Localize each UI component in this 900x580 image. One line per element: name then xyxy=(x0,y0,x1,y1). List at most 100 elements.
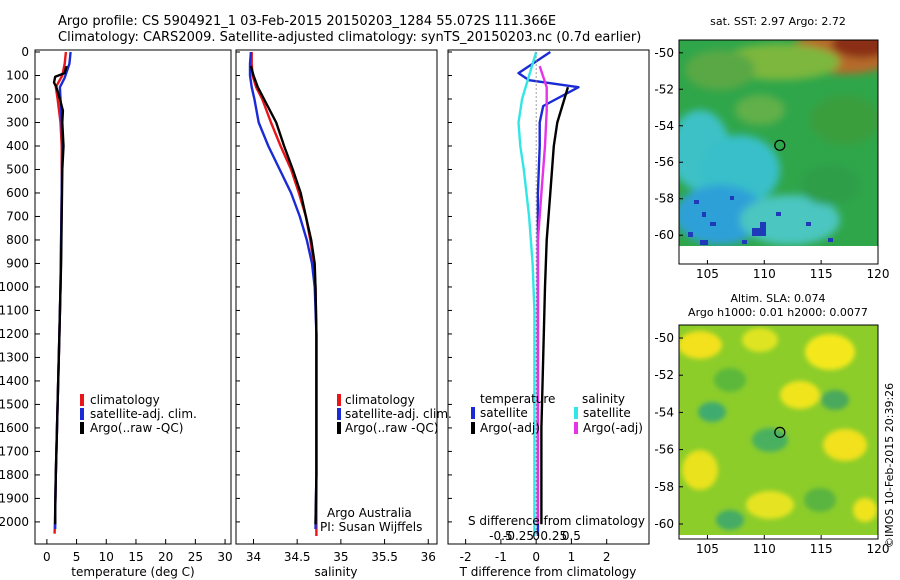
depth-tick-label: 400 xyxy=(6,139,29,153)
depth-tick-label: 1400 xyxy=(0,374,29,388)
figure-title-line1: Argo profile: CS 5904921_1 03-Feb-2015 2… xyxy=(58,14,556,29)
sla-map-axes xyxy=(678,324,879,540)
x-tick-label: 0 xyxy=(43,550,51,564)
map-x-tick-label: 110 xyxy=(753,542,776,556)
salinity-series xyxy=(248,51,318,536)
sst-argo-position-marker xyxy=(774,139,786,151)
difference-legend: temperature salinity satellite Argo(-adj… xyxy=(471,392,643,435)
sla-map-title-line2: Argo h1000: 0.01 h2000: 0.0077 xyxy=(688,306,868,319)
temperature-legend: climatology satellite-adj. clim. Argo(..… xyxy=(80,393,197,435)
map-y-tick-label: -56 xyxy=(654,155,674,169)
difference-series xyxy=(517,51,580,536)
x-tick-label: 1 xyxy=(568,550,576,564)
legend-swatch-argo xyxy=(337,422,341,434)
legend-label: climatology xyxy=(90,393,160,407)
map-y-tick-label: -50 xyxy=(654,46,674,60)
map-y-tick-label: -60 xyxy=(654,517,674,531)
legend-label: satellite xyxy=(480,406,528,420)
depth-tick-label: 1700 xyxy=(0,444,29,458)
depth-tick-label: 1900 xyxy=(0,491,29,505)
legend-label: Argo(-adj) xyxy=(583,421,643,435)
series-line-3 xyxy=(517,51,538,536)
sla-map-image xyxy=(679,325,878,537)
map-y-tick-label: -58 xyxy=(654,480,674,494)
difference-x-axis: -2 -1 0 1 2 xyxy=(460,539,611,564)
x-tick-label: 15 xyxy=(128,550,143,564)
depth-tick-label: 700 xyxy=(6,209,29,223)
legend-swatch-climatology xyxy=(337,394,341,406)
depth-tick-label: 200 xyxy=(6,92,29,106)
legend-swatch-satellite xyxy=(337,408,341,420)
map-y-tick-label: -54 xyxy=(654,405,674,419)
depth-tick-label: 100 xyxy=(6,68,29,82)
map-y-tick-label: -50 xyxy=(654,331,674,345)
legend-swatch-satellite xyxy=(80,408,84,420)
argo-australia-annotation: Argo Australia xyxy=(327,506,412,520)
t-difference-axis-label: T difference from climatology xyxy=(459,565,637,579)
s-diff-tick-label: 0.25 xyxy=(540,529,567,543)
depth-tick-label: 300 xyxy=(6,115,29,129)
sla-map-ticks: 105 110 115 120 -50 -52 -54 -56 -58 -60 xyxy=(654,331,889,556)
s-diff-tick-label: 0 xyxy=(532,529,540,543)
map-y-tick-label: -52 xyxy=(654,82,674,96)
sla-map-title-line1: Altim. SLA: 0.074 xyxy=(730,292,825,305)
s-diff-tick-label: -0.5 xyxy=(489,529,512,543)
x-tick-label: 36 xyxy=(421,550,436,564)
sst-map-axes xyxy=(678,39,879,265)
x-tick-label: 34 xyxy=(246,550,261,564)
depth-tick-label: 1100 xyxy=(0,303,29,317)
depth-tick-label: 1000 xyxy=(0,280,29,294)
imos-credit: ©IMOS 10-Feb-2015 20:39:26 xyxy=(883,383,896,548)
salinity-legend: climatology satellite-adj. clim. Argo(..… xyxy=(337,393,452,435)
x-tick-label: 10 xyxy=(99,550,114,564)
map-y-tick-label: -52 xyxy=(654,368,674,382)
s-diff-tick-label: -0.25 xyxy=(503,529,534,543)
temperature-axis-label: temperature (deg C) xyxy=(71,565,194,579)
legend-swatch-climatology xyxy=(80,394,84,406)
map-y-tick-label: -56 xyxy=(654,443,674,457)
s-difference-axis-label: S difference from climatology xyxy=(468,514,645,528)
temperature-axes xyxy=(34,49,232,545)
x-tick-label: 2 xyxy=(603,550,611,564)
legend-swatch-temp-argo xyxy=(471,422,475,434)
x-tick-label: -2 xyxy=(460,550,472,564)
argo-position-circle xyxy=(774,426,786,438)
temperature-series xyxy=(52,51,72,534)
salinity-axes xyxy=(235,49,438,545)
depth-tick-label: 900 xyxy=(6,256,29,270)
x-tick-label: 0 xyxy=(532,550,540,564)
map-y-tick-label: -58 xyxy=(654,192,674,206)
depth-tick-label: 600 xyxy=(6,186,29,200)
s-diff-tick-label: 0.5 xyxy=(562,529,581,543)
map-x-tick-label: 105 xyxy=(696,267,719,281)
legend-swatch-temp-satellite xyxy=(471,407,475,419)
depth-tick-label: 1800 xyxy=(0,468,29,482)
map-y-tick-label: -54 xyxy=(654,119,674,133)
legend-label: satellite-adj. clim. xyxy=(345,407,452,421)
temperature-x-axis: 0 5 10 15 20 25 30 xyxy=(43,539,233,564)
map-x-tick-label: 120 xyxy=(867,542,890,556)
series-line-1 xyxy=(250,52,318,536)
map-x-tick-label: 105 xyxy=(696,542,719,556)
sst-map-image xyxy=(679,40,878,248)
legend-label: satellite xyxy=(583,406,631,420)
legend-label: satellite-adj. clim. xyxy=(90,407,197,421)
x-tick-label: 5 xyxy=(73,550,81,564)
salinity-x-axis: 34 34.5 35 35.5 36 xyxy=(246,539,436,564)
depth-tick-label: 1500 xyxy=(0,397,29,411)
depth-tick-label: 800 xyxy=(6,233,29,247)
depth-axis: 0 100 200 300 400 500 600 700 800 900 1000 1100 1200… xyxy=(0,45,452,529)
depth-tick-label: 1300 xyxy=(0,350,29,364)
depth-tick-label: 500 xyxy=(6,162,29,176)
s-difference-ticks: -0.5-0.250 0.250.5 xyxy=(489,529,581,543)
series-line-2 xyxy=(540,86,570,525)
map-x-tick-label: 120 xyxy=(867,267,890,281)
x-tick-label: -1 xyxy=(495,550,507,564)
legend-header-temperature: temperature xyxy=(480,392,555,406)
depth-tick-label: 0 xyxy=(21,45,29,59)
sst-map-ticks: 105 110 115 120 -50 -52 -54 -56 -58 -60 xyxy=(654,46,889,281)
legend-label: Argo(..raw -QC) xyxy=(90,421,183,435)
figure-title-line2: Climatology: CARS2009. Satellite-adjuste… xyxy=(58,30,641,45)
depth-tick-label: 2000 xyxy=(0,515,29,529)
